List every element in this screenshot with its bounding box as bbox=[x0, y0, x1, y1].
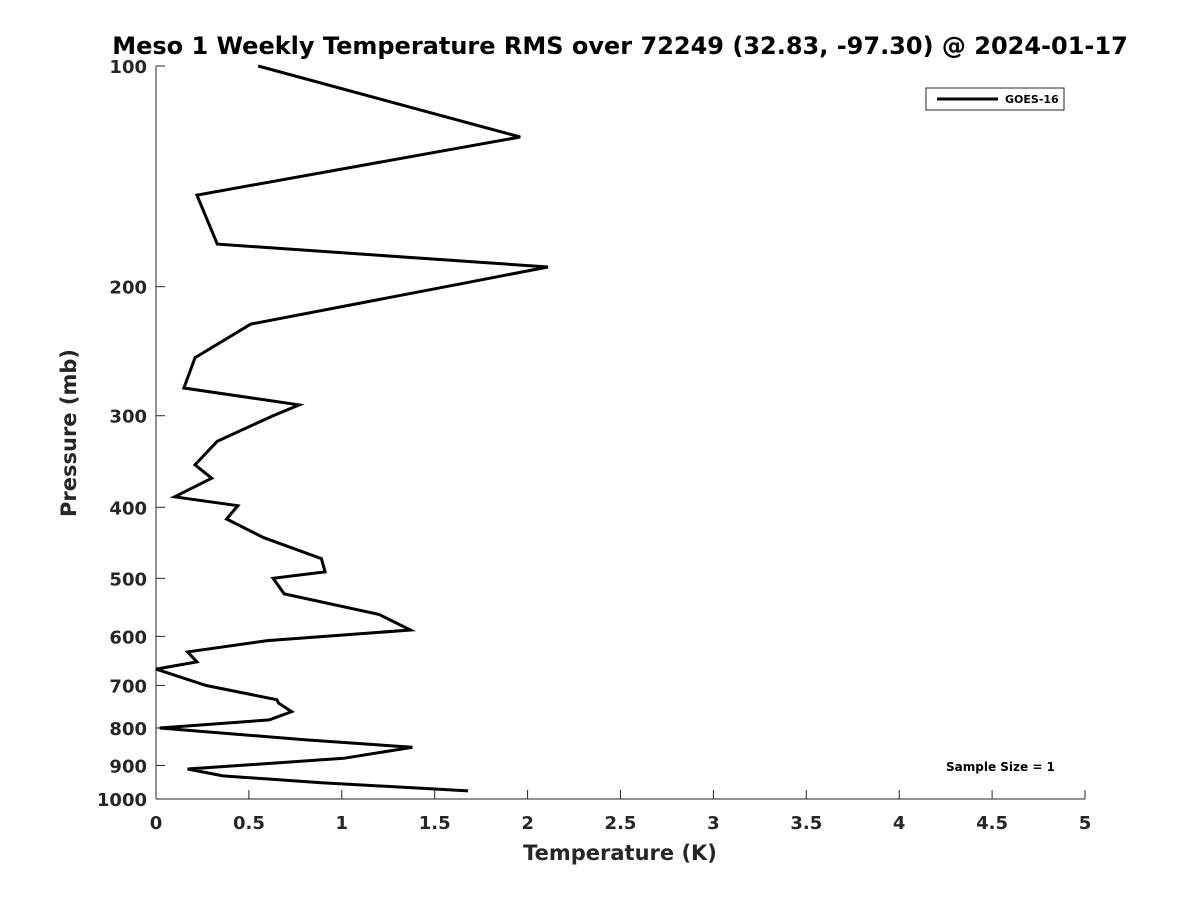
legend-label-goes-16: GOES-16 bbox=[1005, 93, 1059, 106]
x-tick-label: 2.5 bbox=[605, 813, 637, 834]
axes: 0 0.5 1 1.5 2 2.5 3 3.5 4 4.5 5 100 200 300 400 500 600 7… bbox=[97, 57, 1091, 834]
y-axis-label: Pressure (mb) bbox=[57, 349, 81, 517]
y-tick-label: 200 bbox=[109, 278, 147, 299]
legend: GOES-16 bbox=[925, 87, 1065, 111]
y-tick-label: 500 bbox=[109, 569, 147, 590]
x-tick-label: 0 bbox=[150, 813, 163, 834]
plot-area bbox=[156, 66, 1085, 799]
y-tick-label: 800 bbox=[109, 719, 147, 740]
y-tick-label: 600 bbox=[109, 627, 147, 648]
y-tick-label: 300 bbox=[109, 407, 147, 428]
x-tick-label: 0.5 bbox=[233, 813, 265, 834]
y-tick-label: 100 bbox=[109, 57, 147, 78]
x-axis-label: Temperature (K) bbox=[523, 841, 717, 865]
series-layer bbox=[155, 64, 549, 793]
x-tick-label: 4.5 bbox=[976, 813, 1008, 834]
y-tick-label: 400 bbox=[109, 498, 147, 519]
chart-title: Meso 1 Weekly Temperature RMS over 72249… bbox=[112, 32, 1128, 60]
x-tick-label: 4 bbox=[893, 813, 906, 834]
y-tick-label: 700 bbox=[109, 676, 147, 697]
x-tick-label: 5 bbox=[1079, 813, 1092, 834]
x-tick-label: 2 bbox=[521, 813, 534, 834]
y-tick-label: 1000 bbox=[97, 790, 147, 811]
y-tick-label: 900 bbox=[109, 756, 147, 777]
x-tick-label: 3.5 bbox=[790, 813, 822, 834]
x-tick-label: 3 bbox=[707, 813, 720, 834]
x-tick-label: 1.5 bbox=[419, 813, 451, 834]
sample-size-annotation: Sample Size = 1 bbox=[946, 760, 1055, 774]
x-tick-label: 1 bbox=[336, 813, 349, 834]
series-line-goes-16 bbox=[155, 64, 549, 793]
